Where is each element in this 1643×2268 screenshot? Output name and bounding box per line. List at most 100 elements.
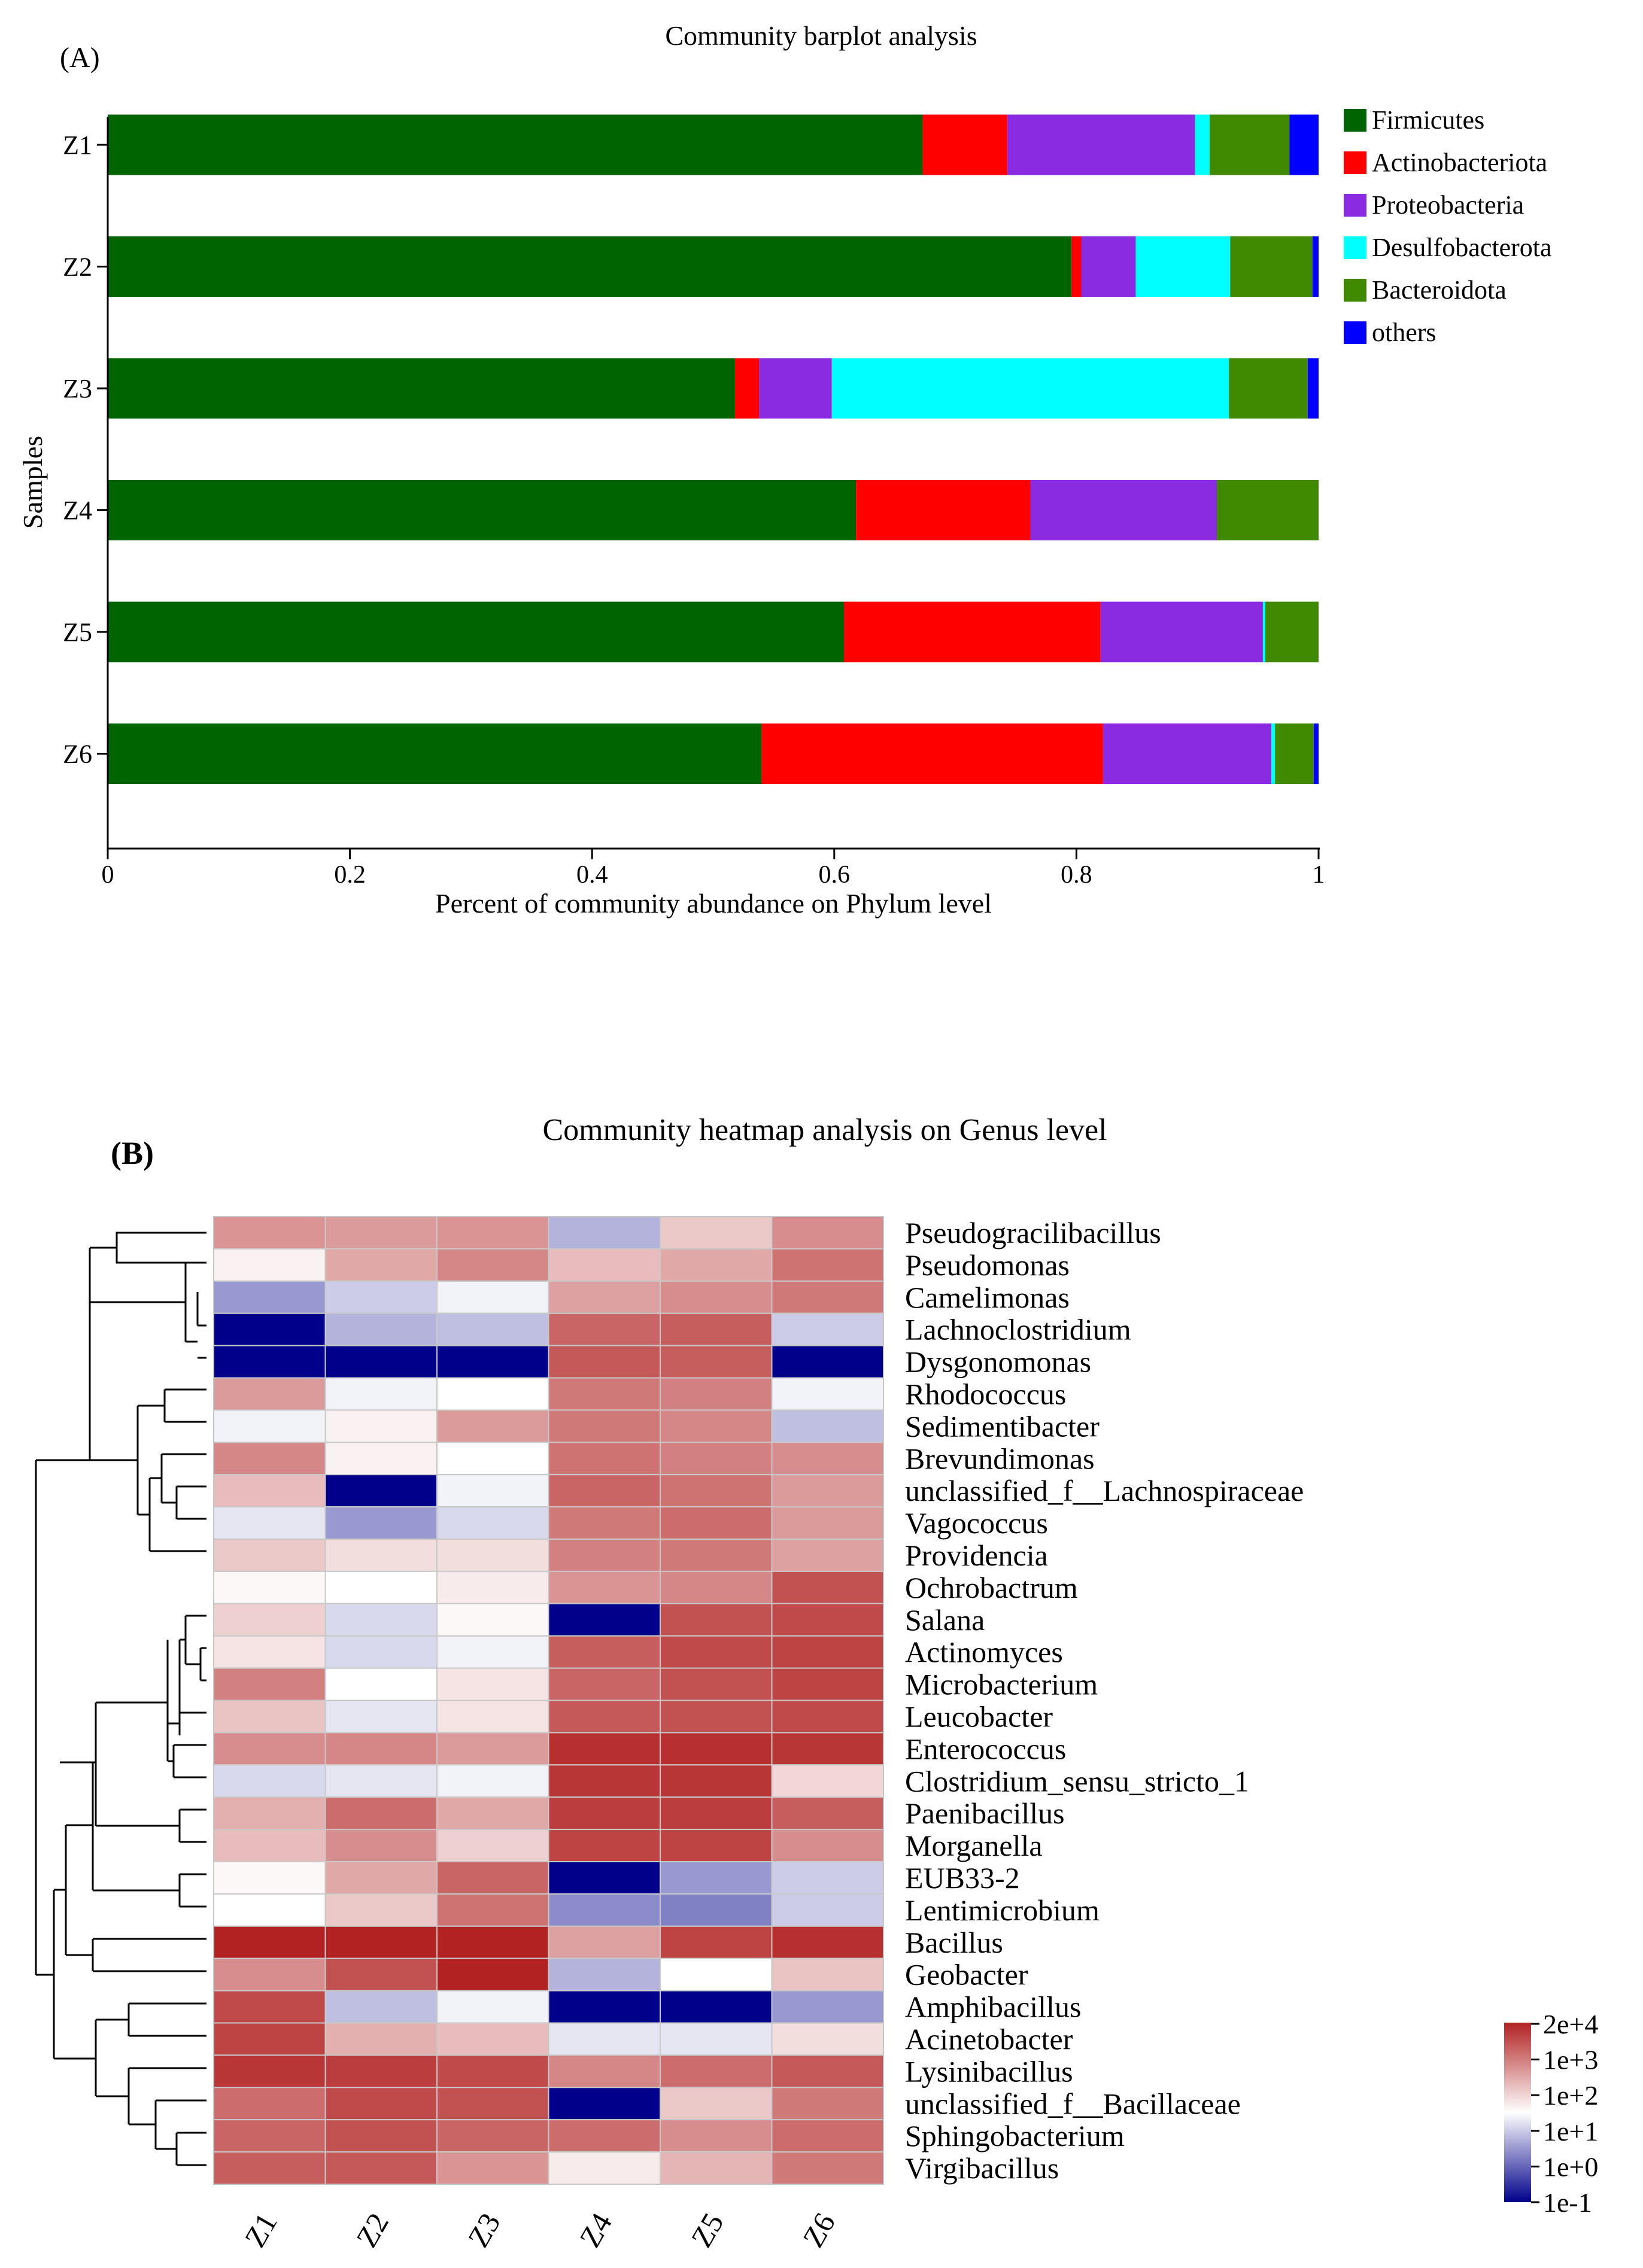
heatmap-cell	[213, 1539, 326, 1572]
heatmap-cell	[771, 1925, 884, 1959]
heatmap-cell	[660, 1539, 773, 1572]
heatmap-cell	[324, 1312, 438, 1346]
heatmap-cell	[660, 1312, 773, 1346]
heatmap-cell	[436, 1409, 549, 1443]
heatmap-cell	[660, 1925, 773, 1959]
heatmap-cell	[436, 1506, 549, 1540]
bar-z4-firmicutes	[108, 480, 857, 540]
heatmap-cell	[771, 1570, 884, 1604]
legend-swatch-firmicutes	[1344, 109, 1366, 132]
heatmap-cell	[436, 1829, 549, 1863]
heatmap-cell	[324, 1829, 438, 1863]
heatmap-cell	[660, 1861, 773, 1895]
heatmap-cell	[548, 1280, 661, 1314]
heatmap-cell	[324, 1667, 438, 1701]
heatmap-cell	[324, 2022, 438, 2056]
heatmap-cell	[660, 1990, 773, 2024]
heatmap-cell	[436, 2054, 549, 2088]
column-label-z6: Z6	[796, 2207, 842, 2252]
heatmap-cell	[771, 2087, 884, 2121]
heatmap-cell	[324, 1442, 438, 1476]
heatmap-cell	[324, 1409, 438, 1443]
heatmap-cell	[436, 1312, 549, 1346]
row-label: Providencia	[905, 1539, 1048, 1572]
heatmap-cell	[548, 1667, 661, 1701]
row-label: Paenibacillus	[905, 1796, 1065, 1830]
x-tick-label: 0.2	[334, 861, 366, 889]
heatmap-cell	[213, 1409, 326, 1443]
x-tick-label: 1	[1313, 861, 1325, 889]
heatmap-cell	[771, 1990, 884, 2024]
column-label-z4: Z4	[573, 2207, 618, 2252]
barplot-bars	[108, 114, 1319, 784]
legend-swatch-bacteroidota	[1344, 279, 1366, 302]
barplot-panel: (A) Community barplot analysis Z1Z2Z3Z4Z…	[17, 20, 1552, 919]
heatmap-cell	[213, 1796, 326, 1831]
legend-label-proteobacteria: Proteobacteria	[1372, 190, 1524, 220]
heatmap-cell	[213, 1861, 326, 1895]
bar-z6-firmicutes	[108, 723, 762, 784]
legend-label-desulfobacterota: Desulfobacterota	[1372, 233, 1552, 262]
heatmap-cell	[771, 2151, 884, 2185]
bar-z4-actinobacteriota	[856, 480, 1031, 540]
heatmap-cell	[771, 1861, 884, 1895]
bar-z3-others	[1307, 358, 1319, 419]
bar-z3-desulfobacterota	[831, 358, 1229, 419]
heatmap-cell	[660, 1377, 773, 1411]
heatmap-cell	[660, 2119, 773, 2153]
row-label: Pseudomonas	[905, 1248, 1070, 1282]
bar-z3-firmicutes	[108, 358, 735, 419]
heatmap-cell	[660, 1957, 773, 1992]
barplot-x-ticks: 0 0.2 0.4 0.6 0.8 1	[102, 849, 1325, 889]
heatmap-cell	[771, 1474, 884, 1508]
heatmap-cell	[213, 2119, 326, 2153]
heatmap-cell	[548, 1345, 661, 1379]
heatmap-cell	[548, 2087, 661, 2121]
x-tick-label: 0.6	[819, 861, 851, 889]
heatmap-cell	[660, 2022, 773, 2056]
heatmap-cell	[660, 2054, 773, 2088]
heatmap-cell	[436, 1732, 549, 1766]
heatmap-cell	[213, 1957, 326, 1992]
heatmap-cell	[213, 1603, 326, 1637]
colorbar-gradient	[1504, 2023, 1531, 2202]
heatmap-cell	[436, 1635, 549, 1669]
row-label: Leucobacter	[905, 1700, 1053, 1733]
heatmap-cell	[548, 2119, 661, 2153]
barplot-title: Community barplot analysis	[665, 20, 977, 51]
heatmap-cell	[660, 1764, 773, 1798]
heatmap-cell	[436, 1345, 549, 1379]
y-tick-label-z4: Z4	[63, 496, 92, 525]
y-tick-label-z1: Z1	[63, 130, 92, 160]
heatmap-cell	[213, 1280, 326, 1314]
heatmap-cell	[213, 1732, 326, 1766]
heatmap-cell	[660, 1667, 773, 1701]
heatmap-cell	[213, 2087, 326, 2121]
colorbar-label: 1e+2	[1543, 2080, 1598, 2111]
panel-a-label: (A)	[60, 42, 100, 74]
heatmap-cell	[660, 1732, 773, 1766]
row-label: Ochrobactrum	[905, 1571, 1078, 1604]
bar-z1-desulfobacterota	[1195, 114, 1210, 175]
heatmap-cell	[213, 1925, 326, 1959]
heatmap-cell	[548, 1957, 661, 1992]
row-label: Rhodococcus	[905, 1377, 1066, 1410]
heatmap-cell	[548, 1796, 661, 1831]
x-tick-label: 0	[102, 861, 114, 889]
heatmap-cell	[213, 1506, 326, 1540]
heatmap-cell	[436, 1570, 549, 1604]
heatmap-cell	[213, 1700, 326, 1734]
colorbar-label: 1e+3	[1543, 2045, 1598, 2075]
heatmap-cell	[548, 1409, 661, 1443]
heatmap-cell	[771, 1732, 884, 1766]
barplot-x-label: Percent of community abundance on Phylum…	[435, 888, 992, 919]
heatmap-cell	[548, 2022, 661, 2056]
heatmap-cell	[436, 1667, 549, 1701]
heatmap-title: Community heatmap analysis on Genus leve…	[542, 1113, 1107, 1147]
heatmap-cell	[548, 1442, 661, 1476]
heatmap-cell	[660, 1893, 773, 1927]
row-label: Brevundimonas	[905, 1442, 1095, 1475]
heatmap-cell	[660, 1635, 773, 1669]
heatmap-cell	[660, 1216, 773, 1249]
heatmap-colorbar: 2e+4 1e+3 1e+2 1e+1 1e+0 1e-1	[1504, 2009, 1598, 2218]
